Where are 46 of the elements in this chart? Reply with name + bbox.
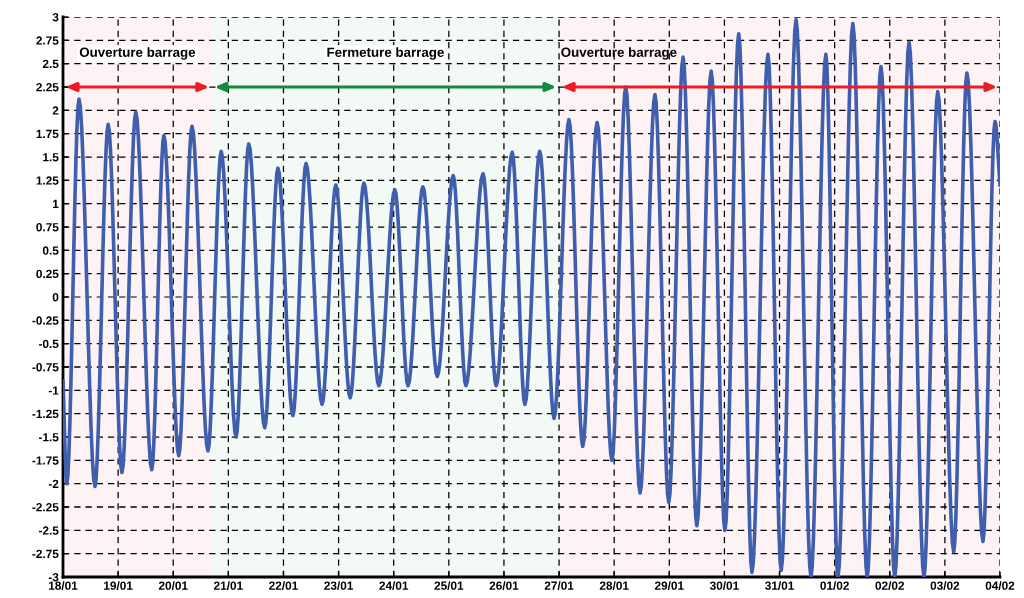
x-tick-label: 23/01 [324, 581, 354, 590]
x-tick-label: 01/02 [820, 581, 849, 590]
y-tick-label: 1 [53, 199, 59, 208]
y-tick-label: 1.5 [43, 153, 59, 162]
y-tick-label: -1.75 [32, 456, 59, 465]
x-tick-label: 30/01 [709, 581, 739, 590]
y-tick-label: -2.25 [32, 503, 59, 512]
x-tick-label: 25/01 [434, 581, 464, 590]
y-tick-label: -2.75 [32, 549, 59, 559]
x-tick-label: 31/01 [765, 581, 794, 590]
y-tick-label: -1 [48, 386, 59, 395]
x-tick-label: 24/01 [379, 581, 409, 590]
x-tick-label: 26/01 [489, 581, 519, 590]
y-tick-label: 0 [52, 293, 59, 302]
y-tick-label: 0.25 [36, 269, 59, 279]
band-label: Ouverture barrage [79, 47, 196, 60]
x-tick-label: 29/01 [654, 581, 684, 590]
x-tick-label: 18/01 [48, 581, 78, 590]
x-tick-label: 21/01 [213, 581, 243, 590]
x-tick-label: 28/01 [599, 581, 629, 590]
y-tick-label: 2.75 [36, 36, 59, 45]
y-tick-label: 1.25 [36, 176, 59, 185]
x-tick-label: 04/02 [985, 581, 1015, 590]
y-tick-label: -0.25 [32, 316, 59, 325]
y-tick-label: 3 [52, 13, 59, 22]
x-tick-label: 22/01 [269, 581, 298, 590]
band-label: Fermeture barrage [327, 47, 444, 60]
y-tick-label: 0.5 [42, 246, 59, 255]
x-tick-label: 02/02 [875, 581, 905, 590]
y-tick-label: -1.5 [38, 433, 59, 442]
x-tick-label: 19/01 [104, 581, 133, 590]
y-tick-label: 2 [52, 106, 59, 115]
x-tick-label: 27/01 [544, 581, 574, 590]
y-tick-label: 2.5 [42, 59, 59, 69]
y-tick-label: -0.75 [32, 363, 59, 372]
y-tick-label: -2 [48, 479, 59, 488]
x-tick-label: 20/01 [158, 581, 188, 590]
band-label: Ouverture barrage [561, 47, 677, 60]
y-tick-label: 2.25 [36, 83, 59, 92]
y-tick-label: -0.5 [38, 339, 59, 349]
y-tick-label: -2.5 [38, 526, 59, 535]
y-tick-label: -3 [48, 573, 59, 582]
x-tick-label: 03/02 [930, 581, 960, 590]
y-tick-label: 1.75 [36, 129, 59, 139]
y-tick-label: 0.75 [36, 223, 59, 232]
y-tick-label: -1.25 [32, 409, 59, 419]
